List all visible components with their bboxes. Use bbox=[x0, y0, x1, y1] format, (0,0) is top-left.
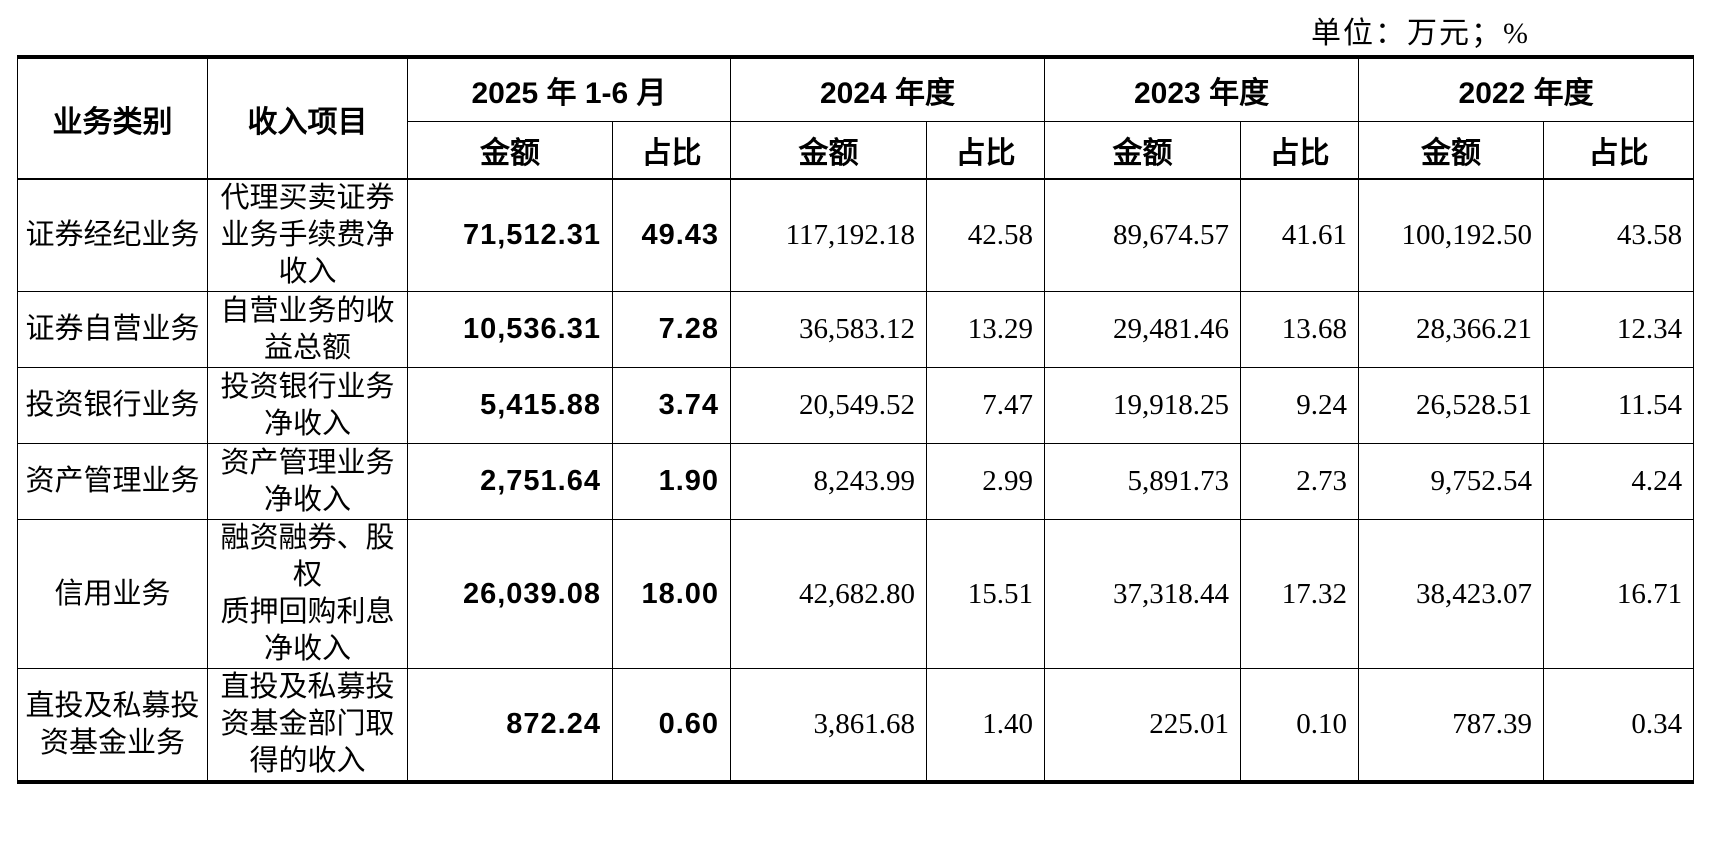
header-period-2024: 2024 年度 bbox=[730, 56, 1046, 122]
cell-amount-2023: 89,674.57 bbox=[1044, 178, 1242, 292]
cell-amount-2023: 5,891.73 bbox=[1044, 443, 1242, 520]
cell-ratio-2024: 7.47 bbox=[926, 367, 1046, 444]
header-period-2022: 2022 年度 bbox=[1358, 56, 1695, 122]
cell-amount-2023: 225.01 bbox=[1044, 668, 1242, 783]
cell-amount-2024: 36,583.12 bbox=[730, 291, 928, 368]
cell-ratio-2025h1: 0.60 bbox=[611, 668, 732, 783]
cell-revenue-item: 投资银行业务 净收入 bbox=[207, 367, 408, 444]
cell-ratio-2023: 13.68 bbox=[1240, 291, 1360, 368]
cell-ratio-2022: 12.34 bbox=[1543, 291, 1695, 368]
header-amount-2025h1: 金额 bbox=[407, 120, 613, 180]
header-revenue-item: 收入项目 bbox=[207, 56, 408, 180]
cell-ratio-2025h1: 7.28 bbox=[611, 291, 732, 368]
cell-ratio-2024: 13.29 bbox=[926, 291, 1046, 368]
cell-amount-2025h1: 2,751.64 bbox=[407, 443, 613, 520]
table-header: 业务类别 收入项目 2025 年 1-6 月 2024 年度 2023 年度 2… bbox=[17, 56, 1695, 180]
cell-ratio-2025h1: 18.00 bbox=[611, 519, 732, 669]
cell-amount-2022: 26,528.51 bbox=[1358, 367, 1545, 444]
table-row-proprietary: 证券自营业务 自营业务的收 益总额 10,536.31 7.28 36,583.… bbox=[17, 291, 1695, 368]
cell-ratio-2025h1: 3.74 bbox=[611, 367, 732, 444]
header-amount-2022: 金额 bbox=[1358, 120, 1545, 180]
cell-ratio-2022: 43.58 bbox=[1543, 178, 1695, 292]
unit-note: 单位：万元；% bbox=[1311, 17, 1530, 50]
header-row-periods: 业务类别 收入项目 2025 年 1-6 月 2024 年度 2023 年度 2… bbox=[17, 56, 1695, 180]
cell-amount-2024: 8,243.99 bbox=[730, 443, 928, 520]
cell-category: 证券经纪业务 bbox=[17, 178, 208, 292]
header-period-2023: 2023 年度 bbox=[1044, 56, 1360, 122]
cell-ratio-2025h1: 1.90 bbox=[611, 443, 732, 520]
cell-revenue-item: 资产管理业务 净收入 bbox=[207, 443, 408, 520]
cell-amount-2025h1: 10,536.31 bbox=[407, 291, 613, 368]
table-row-investment-banking: 投资银行业务 投资银行业务 净收入 5,415.88 3.74 20,549.5… bbox=[17, 367, 1695, 444]
cell-amount-2025h1: 71,512.31 bbox=[407, 178, 613, 292]
header-ratio-2022: 占比 bbox=[1543, 120, 1695, 180]
cell-amount-2025h1: 5,415.88 bbox=[407, 367, 613, 444]
cell-revenue-item: 自营业务的收 益总额 bbox=[207, 291, 408, 368]
header-ratio-2023: 占比 bbox=[1240, 120, 1360, 180]
header-amount-2023: 金额 bbox=[1044, 120, 1242, 180]
header-period-2025h1: 2025 年 1-6 月 bbox=[406, 56, 732, 122]
table-row-private-equity: 直投及私募投 资基金业务 直投及私募投 资基金部门取 得的收入 872.24 0… bbox=[17, 668, 1695, 783]
cell-category: 直投及私募投 资基金业务 bbox=[17, 668, 208, 783]
cell-ratio-2023: 0.10 bbox=[1240, 668, 1360, 783]
cell-amount-2023: 19,918.25 bbox=[1044, 367, 1242, 444]
header-amount-2024: 金额 bbox=[730, 120, 928, 180]
cell-ratio-2022: 11.54 bbox=[1543, 367, 1695, 444]
cell-amount-2022: 38,423.07 bbox=[1358, 519, 1545, 669]
header-business-category: 业务类别 bbox=[17, 56, 208, 180]
cell-amount-2024: 42,682.80 bbox=[730, 519, 928, 669]
header-ratio-2024: 占比 bbox=[926, 120, 1046, 180]
cell-revenue-item: 直投及私募投 资基金部门取 得的收入 bbox=[207, 668, 408, 783]
cell-ratio-2024: 2.99 bbox=[926, 443, 1046, 520]
header-row-metrics: 金额 占比 金额 占比 金额 占比 金额 占比 bbox=[18, 120, 1695, 180]
cell-category: 投资银行业务 bbox=[17, 367, 208, 444]
cell-amount-2023: 37,318.44 bbox=[1044, 519, 1242, 669]
cell-category: 信用业务 bbox=[17, 519, 208, 669]
cell-category: 资产管理业务 bbox=[17, 443, 208, 520]
cell-category: 证券自营业务 bbox=[17, 291, 208, 368]
cell-revenue-item: 融资融券、股权 质押回购利息 净收入 bbox=[207, 519, 408, 669]
cell-ratio-2022: 0.34 bbox=[1543, 668, 1695, 783]
cell-ratio-2022: 4.24 bbox=[1543, 443, 1695, 520]
cell-amount-2024: 20,549.52 bbox=[730, 367, 928, 444]
cell-amount-2024: 117,192.18 bbox=[730, 178, 928, 292]
table-body: 证券经纪业务 代理买卖证券 业务手续费净 收入 71,512.31 49.43 … bbox=[17, 178, 1695, 783]
cell-ratio-2022: 16.71 bbox=[1543, 519, 1695, 669]
cell-ratio-2023: 9.24 bbox=[1240, 367, 1360, 444]
cell-amount-2022: 9,752.54 bbox=[1358, 443, 1545, 520]
header-ratio-2025h1: 占比 bbox=[611, 120, 732, 180]
cell-amount-2022: 28,366.21 bbox=[1358, 291, 1545, 368]
cell-amount-2023: 29,481.46 bbox=[1044, 291, 1242, 368]
cell-ratio-2023: 41.61 bbox=[1240, 178, 1360, 292]
cell-revenue-item: 代理买卖证券 业务手续费净 收入 bbox=[207, 178, 408, 292]
cell-ratio-2024: 1.40 bbox=[926, 668, 1046, 783]
cell-ratio-2024: 15.51 bbox=[926, 519, 1046, 669]
cell-ratio-2025h1: 49.43 bbox=[611, 178, 732, 292]
table-row-credit: 信用业务 融资融券、股权 质押回购利息 净收入 26,039.08 18.00 … bbox=[17, 519, 1695, 669]
cell-amount-2024: 3,861.68 bbox=[730, 668, 928, 783]
cell-ratio-2024: 42.58 bbox=[926, 178, 1046, 292]
revenue-breakdown-table: 业务类别 收入项目 2025 年 1-6 月 2024 年度 2023 年度 2… bbox=[17, 55, 1695, 784]
cell-amount-2022: 787.39 bbox=[1358, 668, 1545, 783]
cell-amount-2025h1: 26,039.08 bbox=[407, 519, 613, 669]
table-row-brokerage: 证券经纪业务 代理买卖证券 业务手续费净 收入 71,512.31 49.43 … bbox=[17, 178, 1695, 292]
cell-amount-2022: 100,192.50 bbox=[1358, 178, 1545, 292]
cell-ratio-2023: 17.32 bbox=[1240, 519, 1360, 669]
table-row-asset-management: 资产管理业务 资产管理业务 净收入 2,751.64 1.90 8,243.99… bbox=[17, 443, 1695, 520]
cell-ratio-2023: 2.73 bbox=[1240, 443, 1360, 520]
cell-amount-2025h1: 872.24 bbox=[407, 668, 613, 783]
